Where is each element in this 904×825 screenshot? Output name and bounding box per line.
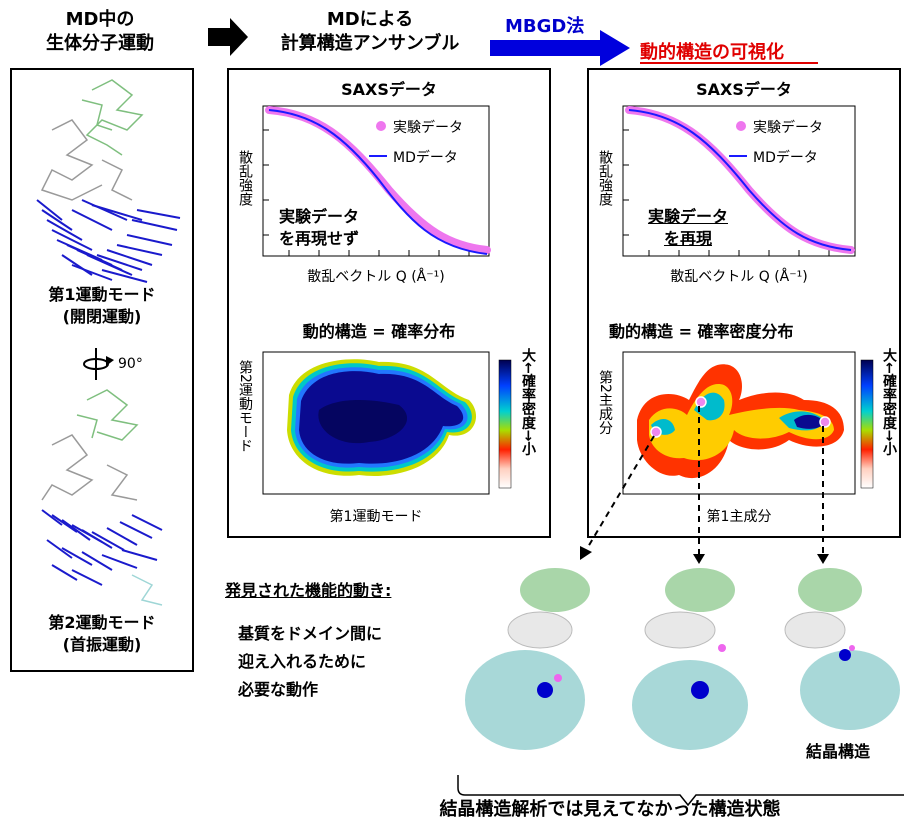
- method-label: MBGD法: [505, 16, 585, 37]
- md-legend-md: MDデータ: [393, 150, 458, 166]
- mode1-desc: (開閉運動): [62, 307, 142, 326]
- findings-line3: 必要な動作: [238, 680, 319, 699]
- md-dist-xlabel: 第1運動モード: [329, 509, 423, 525]
- mbgd-cbar-label: 大←確率密度→小: [881, 348, 897, 456]
- header-col1-line1: MD中の: [65, 9, 135, 30]
- structure-1: [465, 568, 590, 750]
- findings-line1: 基質をドメイン間に: [238, 624, 383, 643]
- findings-title: 発見された機能的動き:: [225, 581, 392, 600]
- mbgd-dist-title: 動的構造 = 確率密度分布: [609, 322, 794, 341]
- findings-text: 基質をドメイン間に 迎え入れるために 必要な動作: [238, 620, 382, 704]
- md-md-curve: [268, 109, 488, 255]
- md-saxs-plot: [262, 105, 491, 257]
- md-saxs-ylabel: 散乱強度: [237, 150, 253, 206]
- structure-3: [784, 568, 900, 730]
- header-arrow-black: [208, 18, 248, 56]
- bottom-caption: 結晶構造解析では見えてなかった構造状態: [439, 799, 781, 820]
- header-arrow-blue: [490, 30, 630, 66]
- md-saxs-xlabel: 散乱ベクトル Q (Å⁻¹): [307, 269, 445, 285]
- mbgd-saxs-plot: [622, 105, 856, 257]
- header-col1-line2: 生体分子運動: [46, 33, 154, 54]
- mode2-label: 第2運動モード (首振運動): [12, 612, 192, 656]
- mbgd-legend-exp: 実験データ: [753, 120, 823, 136]
- mbgd-md-curve: [628, 109, 852, 251]
- md-annotation-line2: を再現せず: [279, 229, 360, 248]
- protein-mode2: [41, 389, 163, 606]
- left-panel: 第1運動モード (開閉運動) 90° 第2運動モード: [10, 68, 194, 672]
- mbgd-annotation: 実験データ を再現: [633, 206, 743, 250]
- mode1-title: 第1運動モード: [48, 285, 156, 304]
- md-annotation-line1: 実験データ: [279, 207, 360, 226]
- bottom-brace: [457, 775, 904, 807]
- md-dist-title: 動的構造 = 確率分布: [302, 322, 456, 341]
- findings-line2: 迎え入れるために: [238, 652, 367, 671]
- mbgd-annotation-line2: を再現: [663, 229, 712, 248]
- header-col2-line2: 計算構造アンサンブル: [280, 33, 460, 54]
- md-legend-exp: 実験データ: [393, 120, 463, 136]
- protein-mode1: [36, 79, 181, 283]
- mbgd-saxs-title: SAXSデータ: [696, 80, 792, 99]
- panel-md: SAXSデータ 散乱強度 実験データ MDデータ 実験データ を再現せず 散乱ベ…: [227, 68, 551, 538]
- header-col3: 動的構造の可視化: [640, 42, 784, 63]
- rotation-label: 90°: [118, 356, 143, 372]
- mbgd-dist-xlabel: 第1主成分: [706, 509, 772, 525]
- header-col2: MDによる 計算構造アンサンブル: [250, 8, 490, 56]
- mbgd-legend-md: MDデータ: [753, 150, 818, 166]
- mbgd-dist-ylabel: 第2主成分: [597, 370, 613, 435]
- md-saxs-title: SAXSデータ: [341, 80, 437, 99]
- mode1-label: 第1運動モード (開閉運動): [12, 284, 192, 328]
- rotate-icon: [83, 348, 114, 380]
- mbgd-saxs-ylabel: 散乱強度: [597, 150, 613, 206]
- crystal-label: 結晶構造: [806, 742, 871, 761]
- mode2-title: 第2運動モード: [48, 613, 156, 632]
- mbgd-annotation-line1: 実験データ: [647, 207, 728, 226]
- mode2-desc: (首振運動): [62, 635, 142, 654]
- header-col2-line1: MDによる: [326, 9, 414, 30]
- md-cbar-label: 大←確率密度→小: [520, 348, 536, 456]
- mbgd-dist-plot: [622, 351, 874, 495]
- structure-2: [632, 568, 748, 750]
- header-col1: MD中の 生体分子運動: [10, 8, 190, 56]
- md-dist-plot: [262, 351, 512, 495]
- md-annotation: 実験データ を再現せず: [279, 206, 359, 250]
- md-dist-ylabel: 第2運動モード: [237, 360, 253, 453]
- mbgd-saxs-xlabel: 散乱ベクトル Q (Å⁻¹): [670, 269, 808, 285]
